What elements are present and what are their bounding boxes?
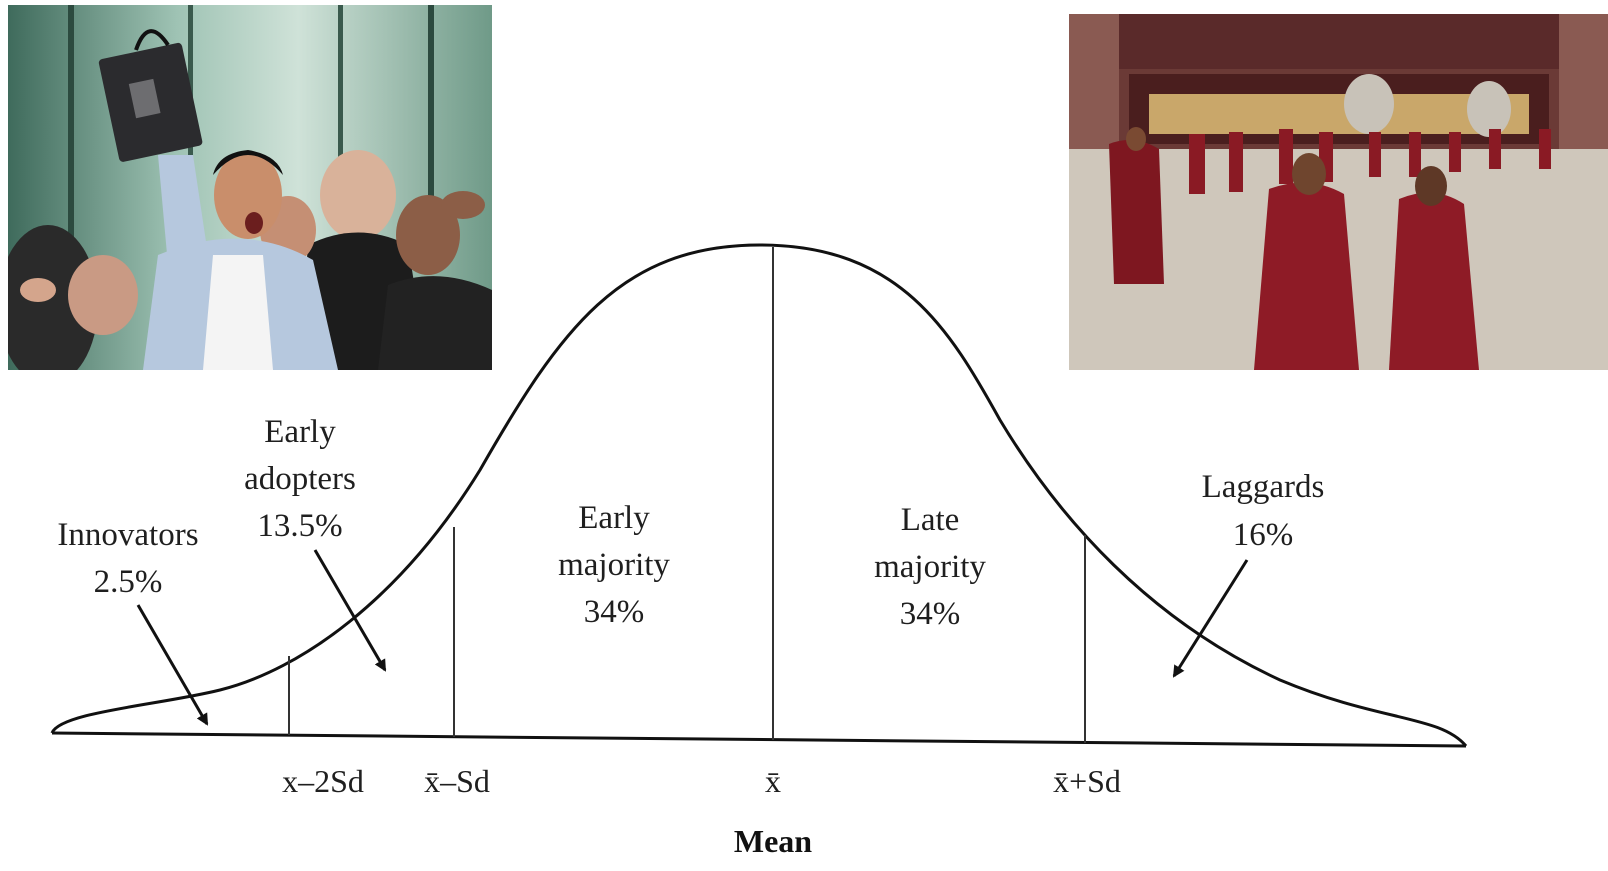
tick-minus-2sd: x–2Sd bbox=[282, 763, 364, 799]
early-majority-label-line1: Early bbox=[578, 500, 650, 536]
late-majority-label-line2: majority bbox=[874, 549, 986, 585]
baseline bbox=[51, 731, 1467, 748]
tick-plus-sd: x̄+Sd bbox=[1053, 763, 1121, 799]
axis-caption-mean: Mean bbox=[734, 823, 812, 859]
early-adopters-arrow bbox=[313, 549, 387, 672]
crowd-cheering-photo bbox=[8, 5, 492, 370]
late-majority-share: 34% bbox=[900, 596, 961, 632]
bell-curve bbox=[50, 243, 1468, 747]
early-adopters-share: 13.5% bbox=[257, 508, 342, 544]
early-adopters-label-line2: adopters bbox=[244, 461, 356, 497]
laggards-share: 16% bbox=[1233, 517, 1294, 553]
laggards-arrow bbox=[1172, 559, 1249, 678]
innovators-arrow bbox=[136, 604, 209, 726]
laggards-label: Laggards bbox=[1202, 469, 1325, 505]
tick-mean: x̄ bbox=[765, 763, 781, 799]
innovators-share: 2.5% bbox=[94, 564, 163, 600]
late-majority-label-line1: Late bbox=[901, 502, 960, 538]
monks-courtyard-photo bbox=[1069, 14, 1608, 370]
innovators-label: Innovators bbox=[57, 517, 198, 553]
tick-minus-sd: x̄–Sd bbox=[424, 763, 490, 799]
early-majority-label-line2: majority bbox=[558, 547, 670, 583]
early-majority-share: 34% bbox=[584, 594, 645, 630]
early-adopters-label-line1: Early bbox=[264, 414, 336, 450]
